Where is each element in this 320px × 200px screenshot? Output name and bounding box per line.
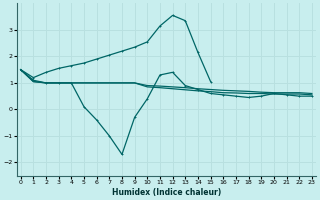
X-axis label: Humidex (Indice chaleur): Humidex (Indice chaleur) — [112, 188, 221, 197]
